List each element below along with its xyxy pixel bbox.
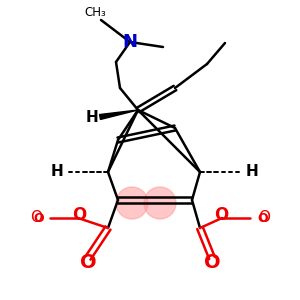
Text: O: O	[214, 206, 228, 224]
Text: O: O	[80, 254, 96, 272]
Text: H: H	[246, 164, 258, 179]
Text: N: N	[122, 33, 137, 51]
Text: O: O	[204, 254, 220, 272]
Text: H: H	[51, 164, 63, 179]
Text: O: O	[258, 211, 270, 226]
Text: CH₃: CH₃	[84, 7, 106, 20]
Circle shape	[144, 187, 176, 219]
Text: O: O	[33, 212, 44, 224]
Circle shape	[116, 187, 148, 219]
Text: H: H	[85, 110, 98, 124]
Polygon shape	[100, 110, 138, 119]
Text: O: O	[30, 211, 42, 226]
Text: O: O	[257, 212, 268, 224]
Text: O: O	[72, 206, 86, 224]
